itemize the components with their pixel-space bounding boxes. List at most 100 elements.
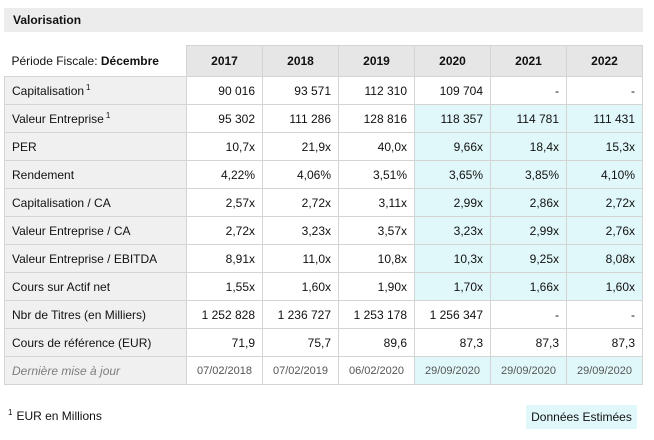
footnote-marker: 1: [8, 408, 13, 417]
row-label: Valeur Entreprise / CA: [4, 216, 187, 245]
table-body: Capitalisation 1 90 016 93 571 112 310 109 70…: [4, 76, 643, 385]
table-cell: 128 816: [338, 104, 415, 133]
table-cell: 06/02/2020: [338, 356, 415, 385]
table-cell: 4,10%: [566, 160, 643, 189]
table-cell: 90 016: [186, 76, 263, 105]
row-label: Valeur Entreprise / EBITDA: [4, 244, 187, 273]
year-header-row: Période Fiscale: Décembre 2017 2018 2019…: [4, 45, 643, 77]
row-label: Capitalisation 1: [4, 76, 187, 105]
table-cell: 2,57x: [186, 188, 263, 217]
table-row: Nbr de Titres (en Milliers) 1 252 828 1 23…: [4, 300, 643, 329]
table-cell: 1,60x: [262, 272, 339, 301]
row-label: PER: [4, 132, 187, 161]
table-row: Dernière mise à jour 07/02/2018 07/02/2019…: [4, 356, 643, 385]
table-cell: 1,70x: [414, 272, 491, 301]
table-row: Cours sur Actif net 1,55x 1,60x 1,90x 1,70x 1…: [4, 272, 643, 301]
row-label: Rendement: [4, 160, 187, 189]
year-header: 2017: [186, 45, 263, 77]
valuation-table: Période Fiscale: Décembre 2017 2018 2019…: [4, 45, 643, 385]
table-cell: 75,7: [262, 328, 339, 357]
table-row: PER 10,7x 21,9x 40,0x 9,66x 18,4x 15,3x: [4, 132, 643, 161]
row-label-text: Valeur Entreprise / EBITDA: [12, 251, 158, 266]
year-header: 2022: [566, 45, 643, 77]
row-label-text: Nbr de Titres (en Milliers): [12, 307, 147, 322]
row-label: Nbr de Titres (en Milliers): [4, 300, 187, 329]
table-row: Valeur Entreprise / CA 2,72x 3,23x 3,57x 3,2…: [4, 216, 643, 245]
table-cell: 11,0x: [262, 244, 339, 273]
footnote-text: EUR en Millions: [16, 409, 102, 423]
year-header: 2020: [414, 45, 491, 77]
footnote-marker: 1: [105, 111, 111, 120]
year-header: 2018: [262, 45, 339, 77]
row-label-text: Cours sur Actif net: [12, 279, 111, 294]
table-cell: 1 256 347: [414, 300, 491, 329]
row-label-text: PER: [12, 139, 37, 154]
table-cell: 87,3: [490, 328, 567, 357]
row-label: Valeur Entreprise 1: [4, 104, 187, 133]
table-cell: 29/09/2020: [414, 356, 491, 385]
table-cell: 9,66x: [414, 132, 491, 161]
table-cell: 1,90x: [338, 272, 415, 301]
table-cell: 21,9x: [262, 132, 339, 161]
table-cell: 3,51%: [338, 160, 415, 189]
table-cell: 2,86x: [490, 188, 567, 217]
row-label-text: Capitalisation: [12, 84, 85, 98]
table-cell: 109 704: [414, 76, 491, 105]
table-cell: 111 286: [262, 104, 339, 133]
row-label: Capitalisation / CA: [4, 188, 187, 217]
table-cell: -: [490, 300, 567, 329]
table-cell: 111 431: [566, 104, 643, 133]
table-cell: 3,11x: [338, 188, 415, 217]
table-row: Capitalisation / CA 2,57x 2,72x 3,11x 2,99x 2…: [4, 188, 643, 217]
estimated-data-legend: Données Estimées: [526, 405, 637, 429]
row-label-text: Valeur Entreprise / CA: [12, 223, 131, 238]
table-cell: 15,3x: [566, 132, 643, 161]
table-cell: 1 252 828: [186, 300, 263, 329]
year-header: 2019: [338, 45, 415, 77]
table-cell: 87,3: [566, 328, 643, 357]
table-cell: 3,85%: [490, 160, 567, 189]
table-cell: 1,60x: [566, 272, 643, 301]
year-header: 2021: [490, 45, 567, 77]
table-cell: 10,8x: [338, 244, 415, 273]
table-cell: 114 781: [490, 104, 567, 133]
table-cell: 10,3x: [414, 244, 491, 273]
table-cell: 2,72x: [186, 216, 263, 245]
table-cell: 3,23x: [262, 216, 339, 245]
table-row: Valeur Entreprise / EBITDA 8,91x 11,0x 10,8…: [4, 244, 643, 273]
table-cell: 40,0x: [338, 132, 415, 161]
table-cell: 112 310: [338, 76, 415, 105]
table-cell: 3,57x: [338, 216, 415, 245]
row-label: Cours de référence (EUR): [4, 328, 187, 357]
fiscal-period-label: Période Fiscale:: [11, 53, 98, 68]
row-label-text: Rendement: [12, 167, 75, 182]
table-row: Capitalisation 1 90 016 93 571 112 310 109 70…: [4, 76, 643, 105]
table-cell: 18,4x: [490, 132, 567, 161]
table-cell: 87,3: [414, 328, 491, 357]
row-label: Cours sur Actif net: [4, 272, 187, 301]
table-cell: 29/09/2020: [490, 356, 567, 385]
section-title: Valorisation: [13, 13, 82, 27]
table-cell: 8,08x: [566, 244, 643, 273]
row-label-text: Cours de référence (EUR): [12, 335, 152, 350]
table-cell: 2,72x: [262, 188, 339, 217]
table-row: Cours de référence (EUR) 71,9 75,7 89,6 87,3…: [4, 328, 643, 357]
footnote-marker: 1: [86, 83, 91, 92]
section-header: Valorisation: [4, 8, 643, 32]
table-cell: 9,25x: [490, 244, 567, 273]
fiscal-period: Période Fiscale: Décembre: [4, 45, 187, 77]
table-cell: 4,06%: [262, 160, 339, 189]
table-cell: 118 357: [414, 104, 491, 133]
table-cell: 4,22%: [186, 160, 263, 189]
table-cell: 3,65%: [414, 160, 491, 189]
table-cell: -: [490, 76, 567, 105]
table-cell: 8,91x: [186, 244, 263, 273]
table-cell: 2,72x: [566, 188, 643, 217]
table-cell: 07/02/2018: [186, 356, 263, 385]
table-cell: 1,66x: [490, 272, 567, 301]
table-cell: 2,99x: [490, 216, 567, 245]
table-cell: -: [566, 300, 643, 329]
table-cell: 07/02/2019: [262, 356, 339, 385]
table-cell: 1 253 178: [338, 300, 415, 329]
fiscal-period-value: Décembre: [100, 53, 159, 68]
